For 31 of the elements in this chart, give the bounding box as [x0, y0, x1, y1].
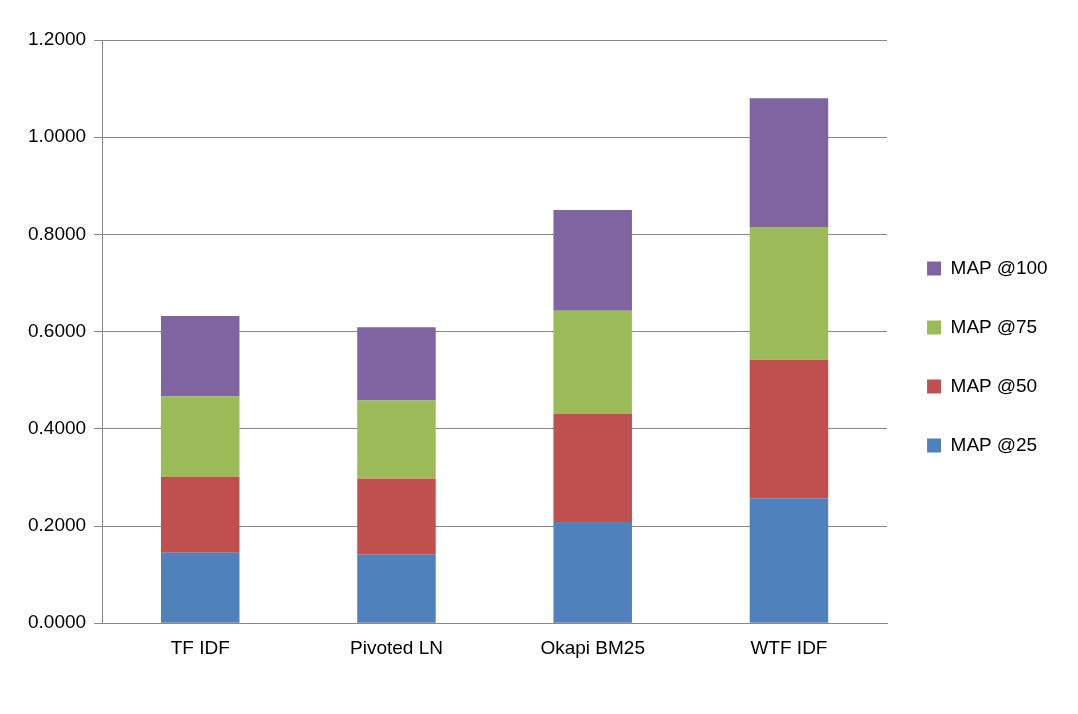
bar	[160, 552, 240, 623]
bar	[357, 327, 436, 401]
bar	[749, 498, 829, 623]
bar	[357, 554, 436, 623]
legend-label: MAP @75	[950, 315, 1038, 337]
bar	[553, 310, 632, 414]
bar	[553, 522, 632, 623]
bar	[749, 227, 829, 360]
x-tick-label: Pivoted LN	[349, 636, 443, 658]
bar	[160, 476, 240, 553]
bar	[160, 316, 240, 397]
bar	[749, 98, 829, 228]
y-tick-label: 0.6000	[27, 319, 87, 341]
y-tick-label: 0.4000	[27, 417, 87, 439]
legend-label: MAP @25	[950, 433, 1038, 455]
bar	[553, 210, 632, 311]
legend-label: MAP @50	[950, 374, 1038, 396]
y-tick-label: 0.0000	[27, 611, 87, 633]
x-tick-label: WTF IDF	[750, 636, 828, 658]
bar	[357, 400, 436, 479]
y-tick-label: 0.8000	[27, 222, 87, 244]
bar	[160, 396, 240, 477]
x-tick-label: Okapi BM25	[540, 636, 645, 658]
bar	[749, 359, 829, 499]
x-tick-label: TF IDF	[170, 636, 230, 658]
legend-label: MAP @100	[950, 256, 1048, 278]
bar	[553, 413, 632, 523]
y-tick-label: 0.2000	[27, 514, 87, 536]
y-tick-label: 1.2000	[27, 28, 87, 50]
y-tick-label: 1.0000	[27, 125, 87, 147]
bar	[357, 478, 436, 555]
